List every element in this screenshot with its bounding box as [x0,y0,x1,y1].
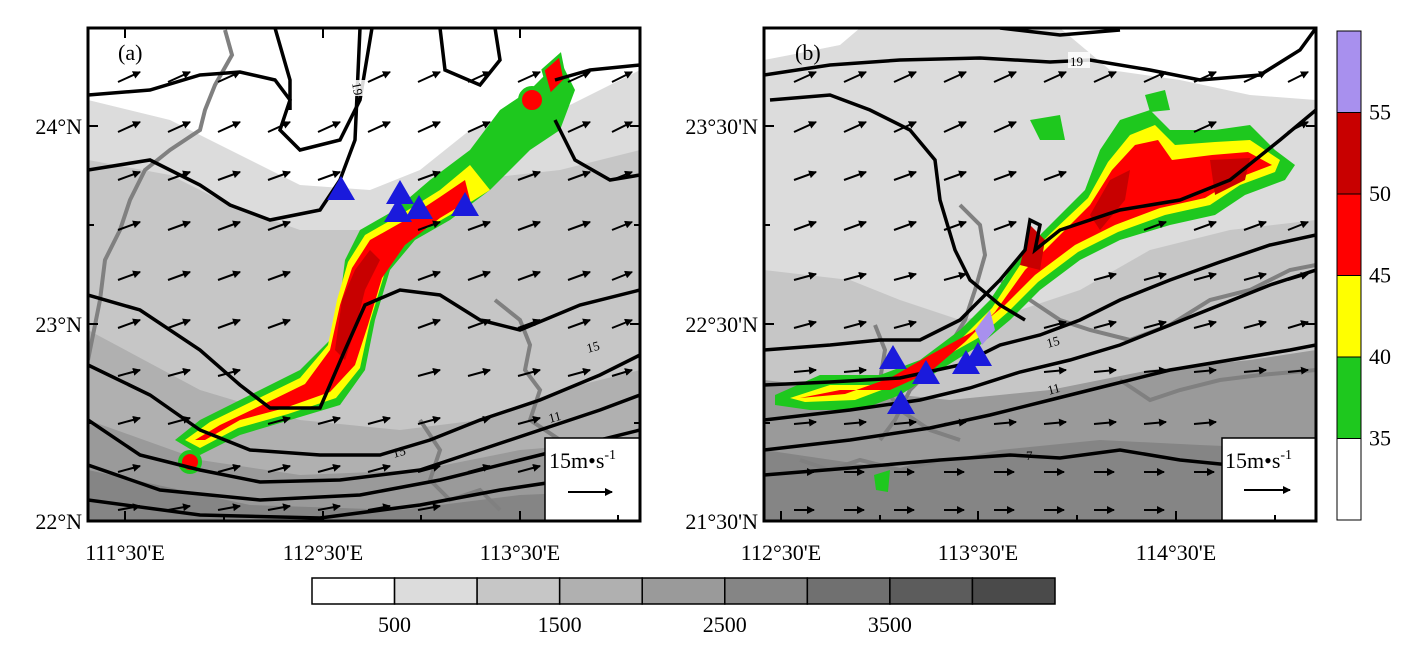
site-marker [964,342,992,366]
terrain-swatch [806,577,891,605]
wind-scale-box: 15m•s-1 [544,437,640,521]
reflectivity-tick-label: 40 [1369,344,1391,369]
panel-a-xtick-2: 112°30'E [283,540,363,565]
site-marker [952,350,980,374]
terrain-band-0b [764,28,860,60]
reflectivity-tick-label: 35 [1369,426,1391,451]
contour-label-19: 19 [1070,54,1083,69]
panel-b-ytick-2: 22°30'N [685,312,758,337]
site-marker [386,180,414,204]
panel-b: 19 15 11 7 15m•s-1 (b) 23°30'N 22°30'N 2… [685,26,1318,565]
reflectivity-swatch [1336,438,1362,521]
terrain-swatch [889,577,974,605]
reflectivity-tick-label: 45 [1369,263,1391,288]
reflectivity-swatch [1336,275,1362,358]
reflectivity-swatch [1336,112,1362,195]
reflectivity-swatch [1336,193,1362,276]
contour-label-11: 11 [1046,380,1062,398]
terrain-swatch [971,577,1056,605]
wind-scale-box: 15m•s-1 [1221,437,1316,521]
terrain-swatch [393,577,478,605]
panel-b-ytick-1: 23°30'N [685,114,758,139]
terrain-tick-label: 1500 [538,612,582,637]
terrain-colorbar: 500 1500 2500 3500 [311,577,1056,637]
terrain-tick-label: 3500 [868,612,912,637]
contour-label-19: 19 [349,81,366,96]
panel-b-xtick-2: 113°30'E [938,540,1018,565]
panel-b-xtick-3: 114°30'E [1136,540,1216,565]
panel-a-ytick-3: 22°N [35,509,82,534]
terrain-band-1 [764,28,1316,320]
contour-label-11: 11 [547,408,563,426]
reflectivity-swatch [1336,30,1362,113]
terrain-swatch [724,577,809,605]
terrain-swatch [311,577,396,605]
site-marker [879,345,907,369]
site-marker [384,198,412,222]
panel-a-ytick-2: 23°N [35,312,82,337]
reflectivity-tick-label: 50 [1369,181,1391,206]
contour-label-15: 15 [391,443,407,461]
panel-a-ticks [88,28,640,521]
panel-b-map: 19 15 11 7 15m•s-1 [764,28,1316,521]
reflectivity-band [175,52,575,474]
panel-a-xtick-3: 113°30'E [480,540,560,565]
site-marker [327,176,355,200]
contour-label-7: 7 [1026,448,1033,463]
observation-sites [327,176,479,222]
panel-b-ticks [764,125,1316,521]
site-marker [912,360,940,384]
panel-b-xtick-1: 112°30'E [741,540,821,565]
terrain-swatch [476,577,561,605]
contour-label-15: 15 [1045,333,1061,351]
reflectivity-tick-label: 55 [1369,100,1391,125]
site-marker [887,390,915,414]
contour-label-15b: 15 [585,338,601,356]
wind-scale-label: 15m•s-1 [1225,448,1292,473]
panel-b-frame [762,26,1318,523]
observation-sites [879,342,992,414]
terrain-tick-label: 2500 [703,612,747,637]
panel-a-ytick-1: 24°N [35,114,82,139]
reflectivity-swatch [1336,356,1362,439]
terrain-swatch [558,577,643,605]
terrain-tick-label: 500 [378,612,411,637]
wind-scale-label: 15m•s-1 [549,448,616,473]
panel-a-label: (a) [118,40,142,65]
site-marker [451,192,479,216]
panel-b-ytick-3: 21°30'N [685,509,758,534]
reflectivity-colorbar: 35 40 45 50 55 [1336,30,1391,521]
wind-vectors [793,71,1309,514]
panel-a-xtick-1: 111°30'E [85,540,165,565]
panel-a-map: 19 15 15 11 15m•s-1 [88,28,640,521]
panel-a-frame [86,26,642,523]
terrain-swatch [641,577,726,605]
wind-vectors [117,71,633,512]
site-marker [405,195,433,219]
panel-b-label: (b) [795,40,821,65]
panel-a: 19 15 15 11 15m•s-1 (a) 24°N 23°N 22°N 1… [35,26,642,565]
terrain-band-0 [1060,28,1316,100]
